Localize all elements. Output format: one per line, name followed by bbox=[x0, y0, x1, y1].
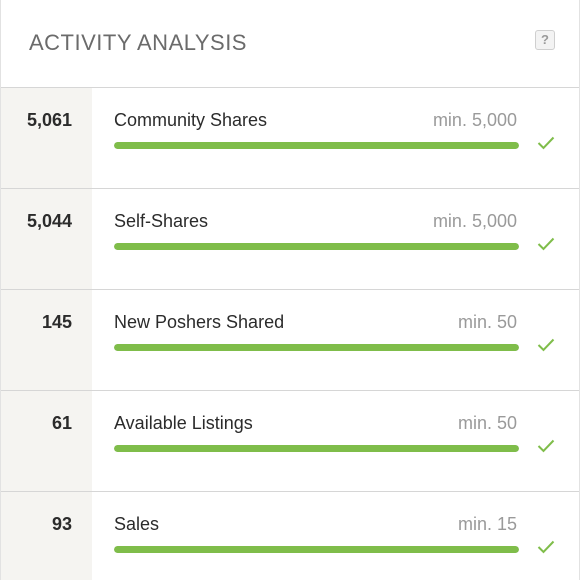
activity-details: Community Shares min. 5,000 bbox=[92, 88, 579, 188]
activity-minimum: min. 15 bbox=[457, 514, 517, 534]
activity-minimum: min. 50 bbox=[457, 312, 517, 332]
count-cell: 61 bbox=[1, 391, 92, 491]
activity-row-available-listings: 61 Available Listings min. 50 bbox=[1, 391, 579, 492]
progress-track bbox=[114, 344, 519, 351]
activity-details: Available Listings min. 50 bbox=[92, 391, 579, 491]
activity-minimum: min. 5,000 bbox=[432, 110, 517, 130]
activity-label: Available Listings bbox=[114, 413, 253, 433]
progress-fill bbox=[114, 546, 519, 553]
activity-label: Sales bbox=[114, 514, 160, 534]
activity-count: 5,044 bbox=[26, 211, 72, 231]
activity-details: Sales min. 15 bbox=[92, 492, 579, 580]
progress-fill bbox=[114, 142, 519, 149]
check-icon bbox=[537, 237, 555, 251]
check-icon bbox=[537, 136, 555, 150]
activity-minimum: min. 50 bbox=[457, 413, 517, 433]
activity-count: 5,061 bbox=[26, 110, 72, 130]
activity-label: Community Shares bbox=[114, 110, 268, 130]
check-icon bbox=[537, 338, 555, 352]
progress-fill bbox=[114, 344, 519, 351]
count-cell: 145 bbox=[1, 290, 92, 390]
progress-track bbox=[114, 445, 519, 452]
count-cell: 5,061 bbox=[1, 88, 92, 188]
activity-minimum: min. 5,000 bbox=[432, 211, 517, 231]
help-button[interactable]: ? bbox=[535, 30, 555, 50]
activity-label: New Poshers Shared bbox=[114, 312, 285, 332]
count-cell: 93 bbox=[1, 492, 92, 580]
progress-fill bbox=[114, 243, 519, 250]
panel-header: ACTIVITY ANALYSIS ? bbox=[1, 0, 579, 88]
activity-count: 61 bbox=[51, 413, 72, 433]
activity-details: New Poshers Shared min. 50 bbox=[92, 290, 579, 390]
progress-fill bbox=[114, 445, 519, 452]
panel-title: ACTIVITY ANALYSIS bbox=[29, 30, 247, 55]
activity-row-self-shares: 5,044 Self-Shares min. 5,000 bbox=[1, 189, 579, 290]
activity-details: Self-Shares min. 5,000 bbox=[92, 189, 579, 289]
check-icon bbox=[537, 439, 555, 453]
activity-row-community-shares: 5,061 Community Shares min. 5,000 bbox=[1, 88, 579, 189]
progress-track bbox=[114, 243, 519, 250]
count-cell: 5,044 bbox=[1, 189, 92, 289]
activity-count: 145 bbox=[41, 312, 72, 332]
progress-track bbox=[114, 546, 519, 553]
activity-row-new-poshers-shared: 145 New Poshers Shared min. 50 bbox=[1, 290, 579, 391]
activity-label: Self-Shares bbox=[114, 211, 209, 231]
activity-count: 93 bbox=[51, 514, 72, 534]
check-icon bbox=[537, 540, 555, 554]
progress-track bbox=[114, 142, 519, 149]
activity-rows: 5,061 Community Shares min. 5,000 5,044 … bbox=[1, 88, 579, 580]
activity-row-sales: 93 Sales min. 15 bbox=[1, 492, 579, 580]
